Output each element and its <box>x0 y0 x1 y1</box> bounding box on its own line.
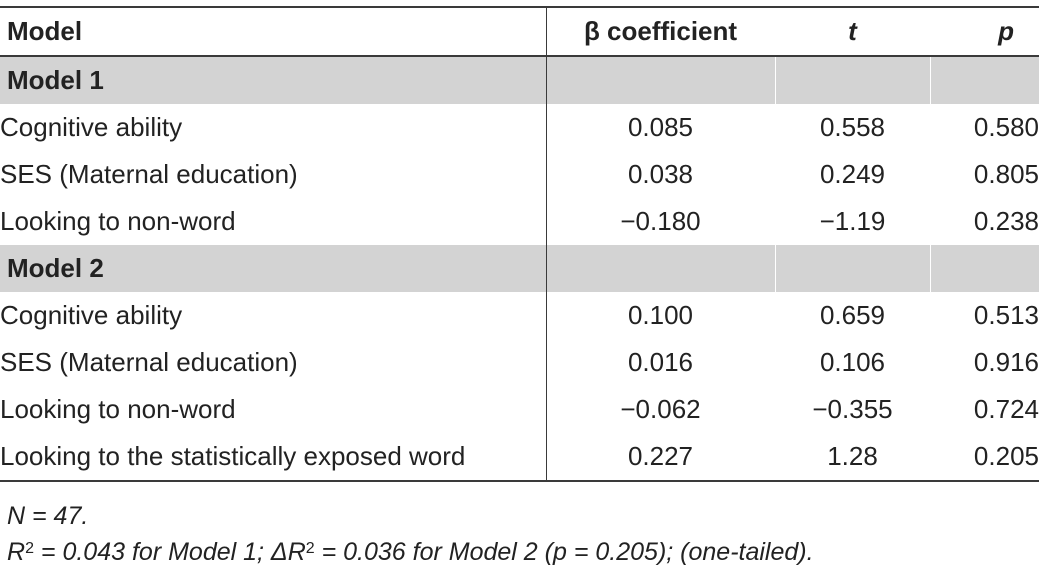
section-label: Model 1 <box>0 56 547 104</box>
table-row: Looking to the statistically exposed wor… <box>0 433 1039 481</box>
table-row: Looking to non-word −0.062 −0.355 0.724 <box>0 386 1039 433</box>
table-row: Cognitive ability 0.085 0.558 0.580 <box>0 104 1039 151</box>
section-row-model-2: Model 2 <box>0 245 1039 292</box>
row-variable: SES (Maternal education) <box>0 339 547 386</box>
row-beta: 0.016 <box>546 339 776 386</box>
row-p: 0.805 <box>973 159 1039 189</box>
table-notes: N = 47. R2 = 0.043 for Model 1; ΔR2 = 0.… <box>7 498 814 570</box>
section-label: Model 2 <box>0 245 547 292</box>
row-p: 0.580 <box>973 112 1039 142</box>
table-row: Cognitive ability 0.100 0.659 0.513 <box>0 292 1039 339</box>
row-variable: SES (Maternal education) <box>0 151 547 198</box>
row-beta: 0.227 <box>546 433 776 481</box>
regression-table: Model β coefficient t p Model 1 Cognitiv… <box>0 6 1039 482</box>
header-beta-coefficient: β coefficient <box>546 7 776 56</box>
row-p: 0.916 <box>973 347 1039 377</box>
row-beta: 0.085 <box>546 104 776 151</box>
table-header-row: Model β coefficient t p <box>0 7 1039 56</box>
row-p: 0.205 <box>973 441 1039 471</box>
table-row: SES (Maternal education) 0.038 0.249 0.8… <box>0 151 1039 198</box>
row-t: −0.355 <box>775 386 931 433</box>
row-beta: 0.038 <box>546 151 776 198</box>
r-squared-note: R2 = 0.043 for Model 1; ΔR2 = 0.036 for … <box>7 538 814 566</box>
row-p: 0.513 <box>973 300 1039 330</box>
row-t: 0.249 <box>775 151 931 198</box>
row-t: 0.558 <box>775 104 931 151</box>
row-p: 0.724 <box>973 394 1039 424</box>
row-t: 1.28 <box>775 433 931 481</box>
row-p: 0.238 <box>973 206 1039 236</box>
regression-table-container: Model β coefficient t p Model 1 Cognitiv… <box>0 6 1039 482</box>
row-beta: −0.180 <box>546 198 776 245</box>
row-t: 0.659 <box>775 292 931 339</box>
table-row: Looking to non-word −0.180 −1.19 0.238 <box>0 198 1039 245</box>
row-variable: Looking to non-word <box>0 386 547 433</box>
section-row-model-1: Model 1 <box>0 56 1039 104</box>
row-t: −1.19 <box>775 198 931 245</box>
row-variable: Looking to non-word <box>0 198 547 245</box>
header-p: p <box>998 16 1014 46</box>
header-t: t <box>775 7 931 56</box>
row-t: 0.106 <box>775 339 931 386</box>
header-model: Model <box>0 7 547 56</box>
row-variable: Looking to the statistically exposed wor… <box>0 433 547 481</box>
sample-size-note: N = 47. <box>7 502 89 530</box>
row-variable: Cognitive ability <box>0 104 547 151</box>
row-beta: 0.100 <box>546 292 776 339</box>
table-row: SES (Maternal education) 0.016 0.106 0.9… <box>0 339 1039 386</box>
row-variable: Cognitive ability <box>0 292 547 339</box>
row-beta: −0.062 <box>546 386 776 433</box>
